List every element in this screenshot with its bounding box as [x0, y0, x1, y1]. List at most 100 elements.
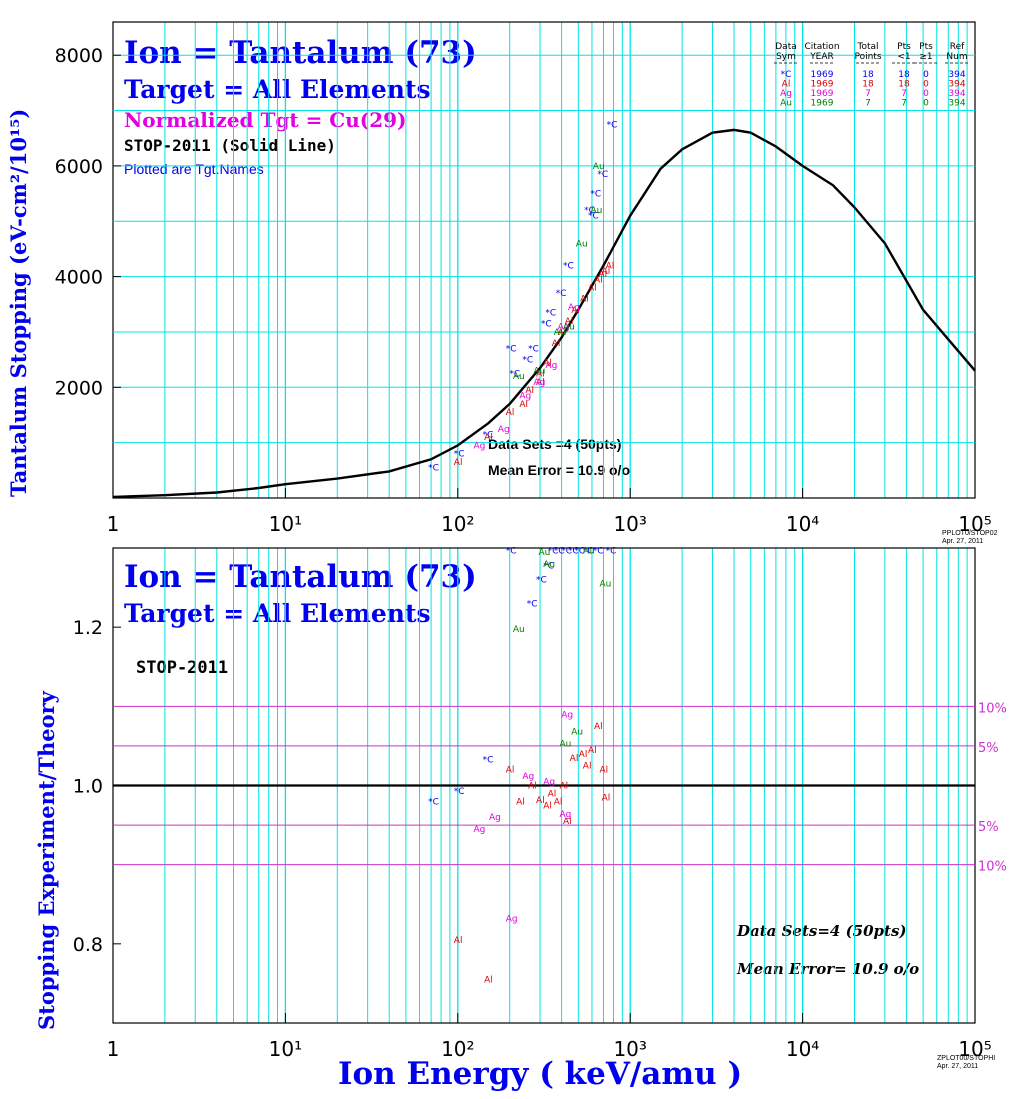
- bottom-point-al: Al: [602, 793, 611, 803]
- bottom-point-starc: *C: [506, 546, 517, 556]
- top-point-ag: Ag: [519, 392, 531, 402]
- top-point-al: Al: [525, 386, 534, 396]
- bottom-point-starc: *C: [568, 546, 579, 556]
- bottom-error-band-label: 5%: [978, 820, 999, 835]
- bottom-point-au: Au: [599, 580, 611, 590]
- legend-header-bottom: ≥1: [919, 52, 932, 62]
- top-point-al: Al: [602, 267, 611, 277]
- bottom-point-al: Al: [579, 750, 588, 760]
- top-y-tick-label: 6000: [55, 156, 103, 178]
- bottom-point-al: Al: [536, 796, 545, 806]
- top-point-al: Al: [571, 306, 580, 316]
- top-point-ag: Ag: [568, 303, 580, 313]
- top-grid: [112, 21, 976, 499]
- bottom-point-al: Al: [506, 766, 515, 776]
- top-series-starc: *C*C*C*C*C*C*C*C*C*C*C*C*C*C*C*C: [428, 120, 617, 473]
- legend-cell: 7: [901, 99, 907, 109]
- legend-header-bottom: Points: [854, 52, 881, 62]
- top-point-au: Au: [576, 239, 588, 249]
- bottom-point-starc: *C: [554, 546, 565, 556]
- bottom-point-al: Al: [454, 936, 463, 946]
- top-x-tick-label: 10⁴: [786, 512, 819, 536]
- legend-cell: 394: [948, 80, 965, 90]
- bottom-point-ag: Ag: [489, 813, 501, 823]
- bottom-data-sets: Data Sets=4 (50pts): [736, 922, 907, 940]
- legend-header-top: Pts: [897, 42, 911, 52]
- top-point-ag: Ag: [473, 441, 485, 451]
- legend-cell: 7: [865, 89, 871, 99]
- bottom-x-tick-label: 10³: [613, 1037, 646, 1061]
- top-point-starc: *C: [563, 262, 574, 272]
- top-point-ag: Ag: [498, 425, 510, 435]
- bottom-point-starc: *C: [574, 546, 585, 556]
- bottom-point-starc: *C: [593, 546, 604, 556]
- top-point-ag: Ag: [534, 378, 546, 388]
- top-data-sets: Data Sets =4 (50pts): [488, 436, 621, 452]
- top-point-starc: *C: [541, 320, 552, 330]
- bottom-y-tick-label: 0.8: [73, 934, 103, 956]
- bottom-point-ag: Ag: [473, 825, 485, 835]
- legend-cell: 0: [923, 70, 929, 80]
- legend-header-bottom: <1: [897, 52, 910, 62]
- bottom-point-al: Al: [594, 722, 603, 732]
- top-title: Ion = Tantalum (73): [124, 35, 477, 71]
- top-point-starc: *C: [522, 356, 533, 366]
- bottom-point-ag: Ag: [522, 772, 534, 782]
- top-point-au: Au: [563, 322, 575, 332]
- legend-cell: Au: [780, 99, 792, 109]
- top-point-al: Al: [606, 262, 615, 272]
- legend-cell: 7: [865, 99, 871, 109]
- legend-header-top: Ref: [950, 42, 965, 52]
- bottom-title: Ion = Tantalum (73): [124, 559, 477, 595]
- top-point-al: Al: [552, 339, 561, 349]
- legend-cell: 18: [862, 70, 874, 80]
- bottom-y-ticks: 0.8 1.0 1.2: [73, 617, 121, 956]
- bottom-point-starc: *C: [483, 755, 494, 765]
- top-x-ticks: 1 10¹ 10² 10³ 10⁴ 10⁵: [107, 488, 992, 536]
- legend-cell: 1969: [811, 99, 834, 109]
- bottom-stamp-program: ZPLOT00/STOPHI: [937, 1055, 995, 1062]
- top-frame: [112, 21, 976, 499]
- top-point-starc: *C: [584, 206, 595, 216]
- top-point-al: Al: [543, 358, 552, 368]
- top-point-al: Al: [454, 458, 463, 468]
- bottom-point-au: Au: [571, 728, 583, 738]
- bottom-point-al: Al: [516, 797, 525, 807]
- top-point-starc: *C: [590, 190, 601, 200]
- bottom-point-au: Au: [543, 560, 555, 570]
- bottom-point-starc: *C: [583, 546, 594, 556]
- top-point-au: Au: [513, 372, 525, 382]
- bottom-error-band-label: 10%: [978, 701, 1007, 716]
- legend-header-top: Total: [856, 42, 878, 52]
- top-point-al: Al: [588, 284, 597, 294]
- bottom-point-al: Al: [484, 975, 493, 985]
- top-x-tick-label: 10⁵: [958, 512, 991, 536]
- bottom-point-al: Al: [548, 789, 557, 799]
- top-grid-y: [113, 54, 975, 444]
- bottom-point-au: Au: [513, 625, 525, 635]
- top-point-starc: *C: [528, 345, 539, 355]
- bottom-point-au: Au: [539, 548, 551, 558]
- legend-cell: Al: [782, 80, 791, 90]
- bottom-x-ticks: 1 10¹ 10² 10³ 10⁴ 10⁵: [107, 1013, 992, 1061]
- bottom-point-au: Au: [559, 740, 571, 750]
- bottom-point-au: Au: [583, 546, 595, 556]
- bottom-x-tick-label: 10⁴: [786, 1037, 819, 1061]
- bottom-point-al: Al: [543, 801, 552, 811]
- bottom-point-al: Al: [559, 782, 568, 792]
- top-point-al: Al: [536, 369, 545, 379]
- top-point-al: Al: [594, 275, 603, 285]
- bottom-mean-error: Mean Error= 10.9 o/o: [736, 960, 919, 978]
- bottom-y-axis-label: Stopping Experiment/Theory: [34, 690, 59, 1030]
- bottom-x-tick-label: 10²: [441, 1037, 474, 1061]
- bottom-series-starc: *C*C*C*C*C*C*C*C*C*C*C*C*C *C *C: [428, 546, 616, 807]
- top-x-tick-label: 10¹: [269, 512, 302, 536]
- legend-cell: 394: [948, 99, 965, 109]
- legend-header-bottom: Sym: [776, 52, 796, 62]
- top-y-tick-label: 4000: [55, 267, 103, 289]
- top-stop-label: STOP-2011 (Solid Line): [124, 136, 336, 155]
- top-point-starc: *C: [588, 212, 599, 222]
